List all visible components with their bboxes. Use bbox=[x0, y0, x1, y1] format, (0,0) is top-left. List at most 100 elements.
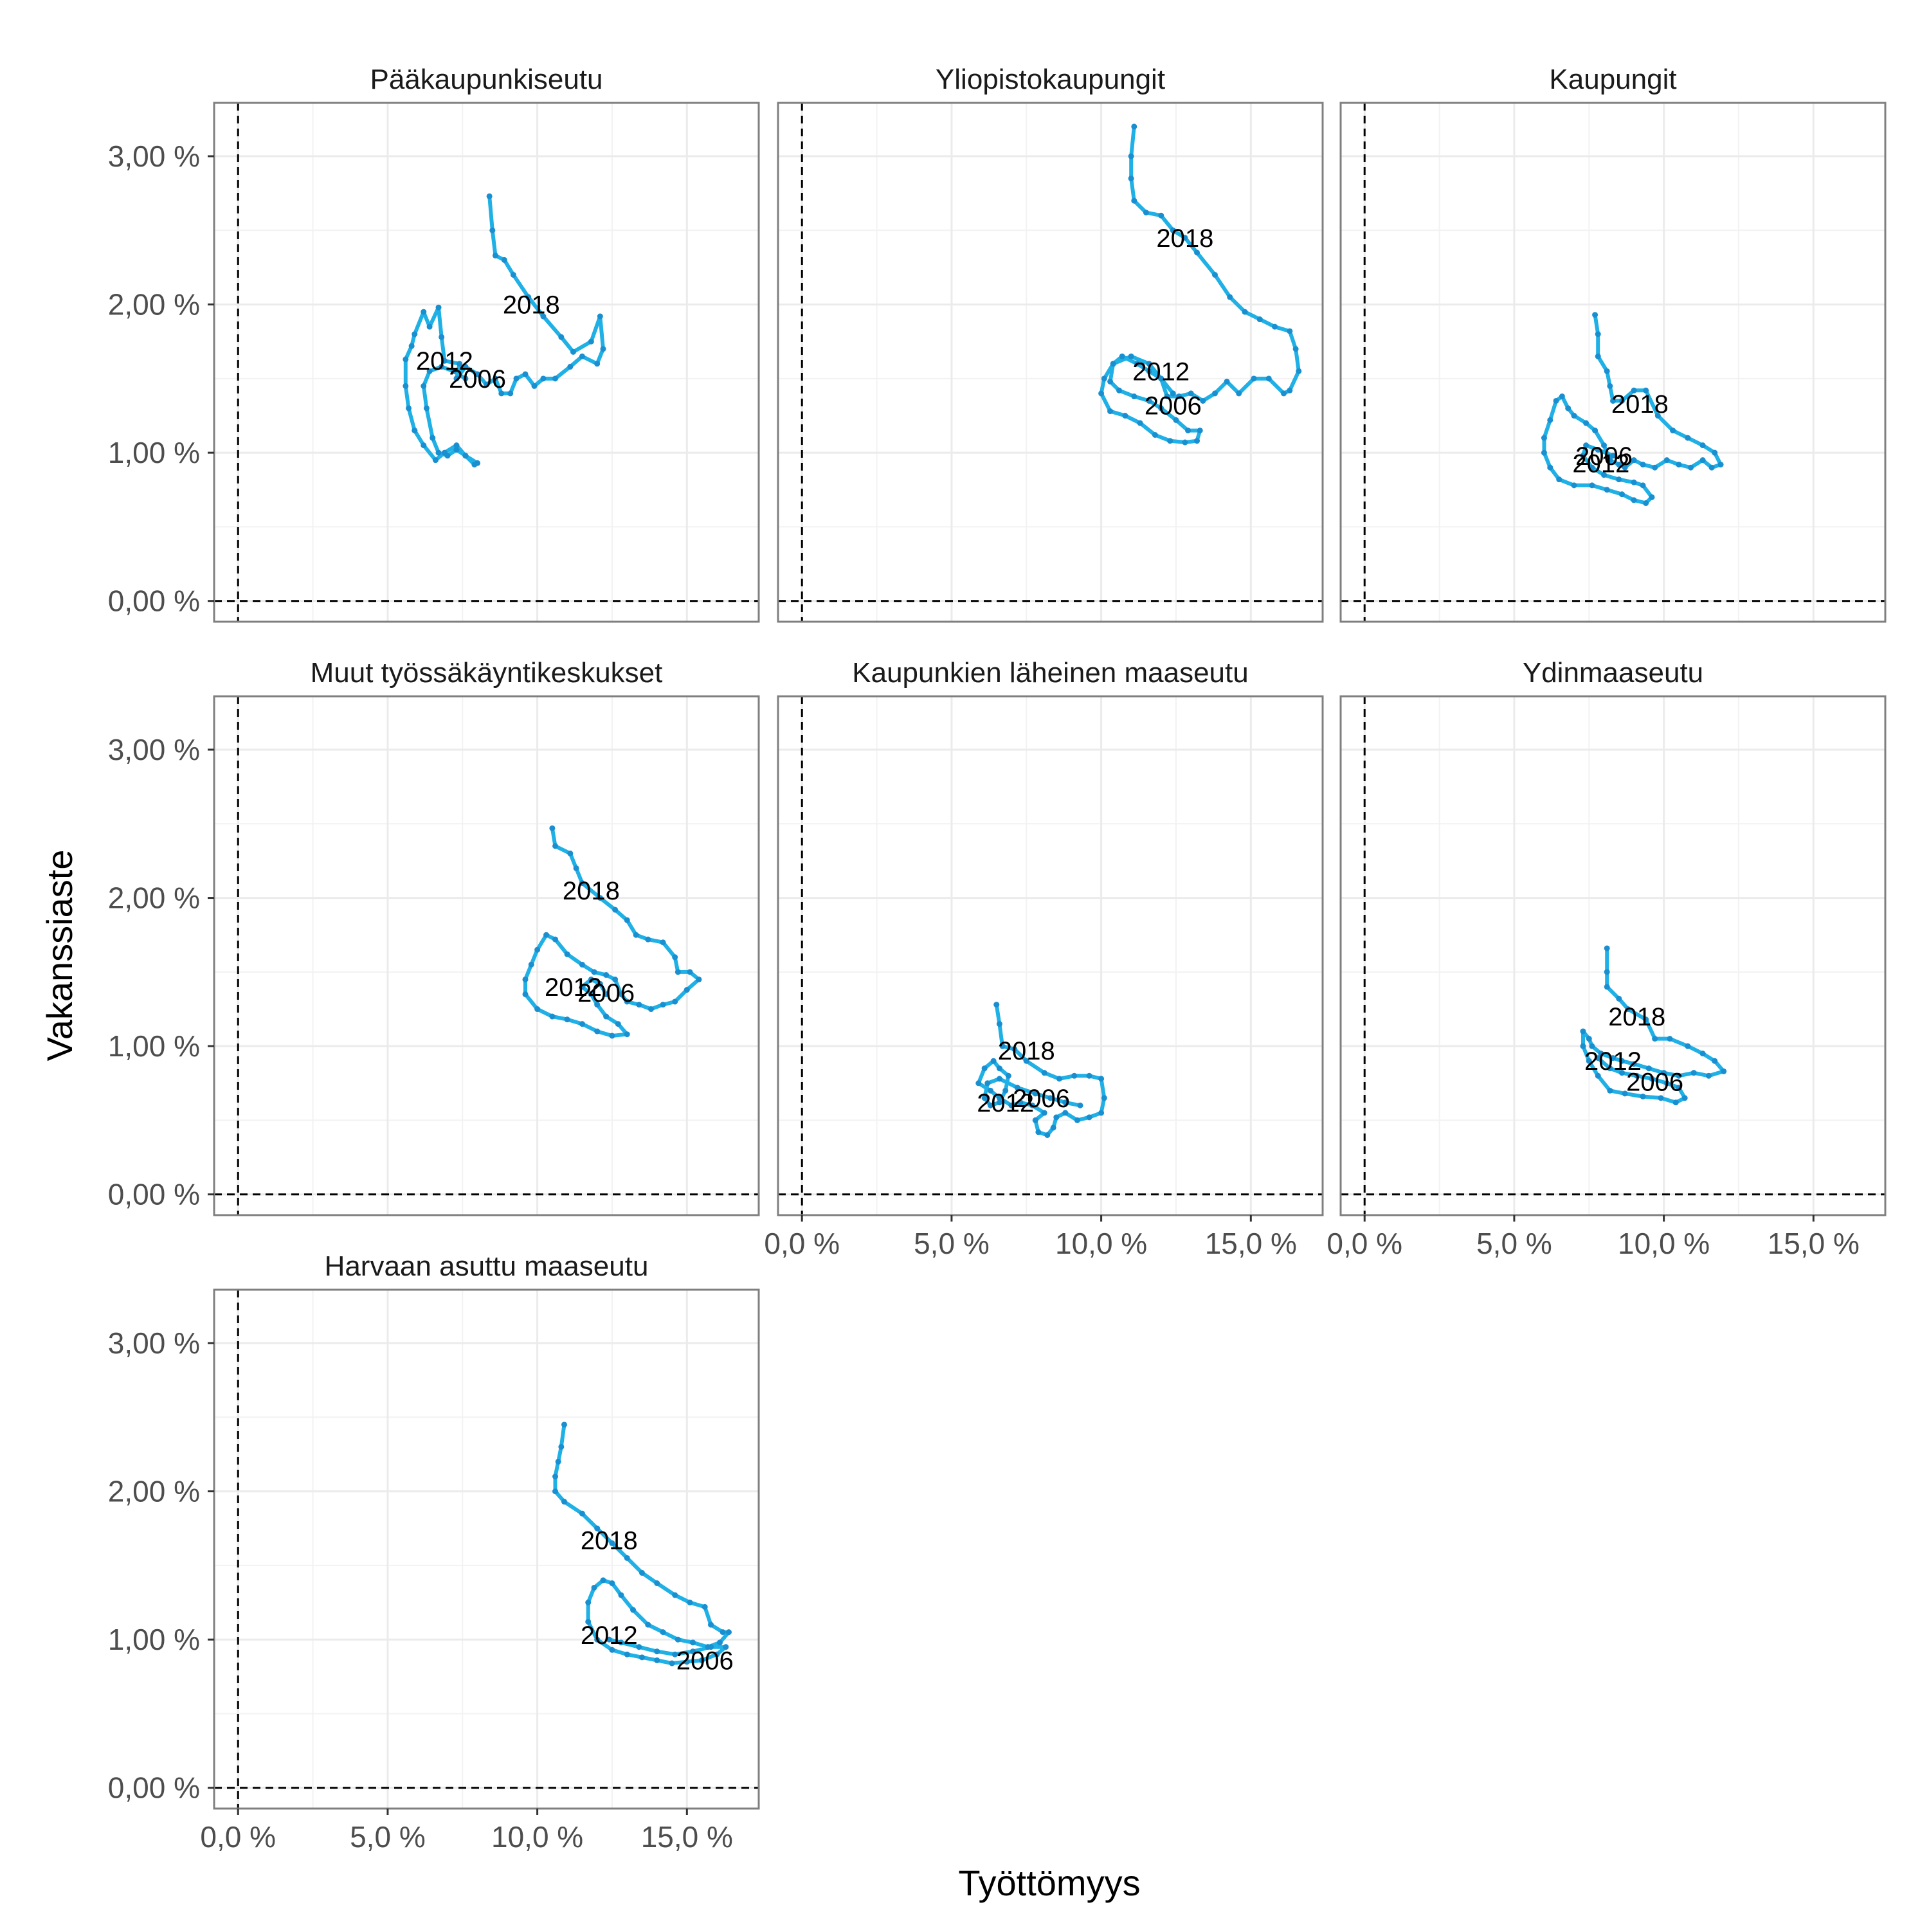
series-point bbox=[1622, 464, 1628, 471]
series-point bbox=[1131, 393, 1137, 400]
panel-frame bbox=[777, 102, 1324, 623]
series-point bbox=[540, 375, 547, 382]
series-point bbox=[1287, 387, 1293, 393]
series-point bbox=[1086, 1072, 1092, 1079]
series-point bbox=[1107, 378, 1114, 384]
series-point bbox=[403, 356, 409, 363]
series-point bbox=[585, 1618, 592, 1625]
series-point bbox=[1098, 1110, 1105, 1116]
series-point bbox=[579, 1510, 585, 1517]
series-point bbox=[453, 442, 460, 449]
x-tick-label: 5,0 % bbox=[350, 1820, 426, 1854]
panel-background bbox=[214, 1290, 759, 1809]
series-point bbox=[421, 442, 427, 449]
series-point bbox=[1592, 312, 1598, 318]
year-label: 2006 bbox=[577, 979, 635, 1007]
series-point bbox=[1131, 123, 1137, 130]
series-point bbox=[1101, 1095, 1107, 1101]
panel-2: Yliopistokaupungit 2018 2012 2006 bbox=[777, 64, 1324, 623]
series-point bbox=[462, 375, 469, 382]
series-point bbox=[672, 1651, 678, 1657]
series-point bbox=[1643, 387, 1649, 393]
series-point bbox=[1580, 1043, 1586, 1049]
series-point bbox=[996, 1095, 1002, 1101]
panel-title: Kaupungit bbox=[1549, 64, 1676, 95]
series-point bbox=[1077, 1102, 1083, 1108]
series-point bbox=[672, 998, 678, 1005]
series-point bbox=[654, 1657, 660, 1663]
y-tick-label: 0,00 % bbox=[108, 1178, 200, 1211]
year-label: 2006 bbox=[449, 365, 506, 393]
series-point bbox=[648, 1006, 654, 1013]
series-point bbox=[510, 271, 516, 278]
series-point bbox=[558, 1443, 565, 1450]
series-point bbox=[1607, 457, 1613, 464]
series-point bbox=[1146, 361, 1152, 367]
series-point bbox=[552, 936, 559, 943]
series-point bbox=[585, 1600, 592, 1606]
x-tick-label: 15,0 % bbox=[1205, 1227, 1297, 1260]
series-point bbox=[1586, 1036, 1592, 1042]
panel-frame bbox=[213, 1288, 760, 1810]
series-point bbox=[609, 1647, 615, 1653]
series-point bbox=[1712, 1058, 1718, 1064]
panel-title: Ydinmaaseutu bbox=[1523, 657, 1703, 689]
series-point bbox=[1272, 323, 1278, 330]
series-point bbox=[1607, 1065, 1613, 1072]
series-point bbox=[1604, 969, 1610, 975]
panel-background bbox=[778, 103, 1323, 622]
series-point bbox=[1146, 368, 1152, 374]
series-point bbox=[1032, 1117, 1038, 1123]
series-point bbox=[1287, 328, 1293, 334]
series-point bbox=[432, 457, 439, 464]
series-point bbox=[981, 1065, 988, 1072]
panel-7: Harvaan asuttu maaseutu 2018 2012 2006 0,00 … bbox=[108, 1250, 760, 1854]
year-label: 2018 bbox=[581, 1527, 638, 1555]
series-point bbox=[591, 969, 597, 975]
series-point bbox=[1265, 375, 1272, 382]
series-point bbox=[987, 1102, 993, 1108]
series-point bbox=[1176, 393, 1182, 400]
series-point bbox=[1595, 331, 1601, 338]
series-point bbox=[1640, 462, 1646, 468]
series-point bbox=[645, 1621, 651, 1628]
series-point bbox=[1676, 1072, 1682, 1079]
series-point bbox=[690, 1648, 696, 1655]
y-tick-label: 1,00 % bbox=[108, 1029, 200, 1063]
series-point bbox=[588, 991, 594, 997]
panel-frame bbox=[777, 695, 1324, 1216]
series-point bbox=[1672, 1099, 1679, 1106]
series-point bbox=[1676, 462, 1682, 468]
series-point bbox=[603, 1013, 610, 1020]
series-point bbox=[1685, 1043, 1691, 1049]
year-label: 2018 bbox=[563, 877, 620, 905]
series-point bbox=[597, 313, 603, 320]
series-point bbox=[1011, 1046, 1018, 1052]
series-point bbox=[1598, 1051, 1604, 1057]
series-point bbox=[1101, 375, 1107, 382]
series-point bbox=[457, 361, 463, 367]
series-point bbox=[1107, 408, 1114, 415]
year-label: 2006 bbox=[1013, 1085, 1070, 1113]
series-point bbox=[1601, 442, 1608, 449]
x-tick-label: 10,0 % bbox=[491, 1820, 583, 1854]
year-label: 2018 bbox=[1156, 224, 1213, 253]
panel-title: Muut työssäkäyntikeskukset bbox=[311, 657, 663, 689]
series-point bbox=[1008, 1102, 1015, 1108]
series-point bbox=[498, 390, 505, 397]
series-point bbox=[450, 368, 457, 374]
series-point bbox=[1618, 397, 1625, 404]
series-point bbox=[591, 1584, 597, 1591]
series-point bbox=[1143, 210, 1149, 216]
series-point bbox=[1604, 945, 1610, 952]
series-point bbox=[1281, 390, 1287, 397]
series-point bbox=[1670, 428, 1676, 434]
y-tick-label: 1,00 % bbox=[108, 1623, 200, 1656]
series-point bbox=[615, 1021, 621, 1027]
year-label: 2018 bbox=[503, 291, 560, 320]
series-point bbox=[1128, 153, 1134, 159]
series-point bbox=[1565, 405, 1571, 411]
series-point bbox=[1607, 1087, 1613, 1094]
